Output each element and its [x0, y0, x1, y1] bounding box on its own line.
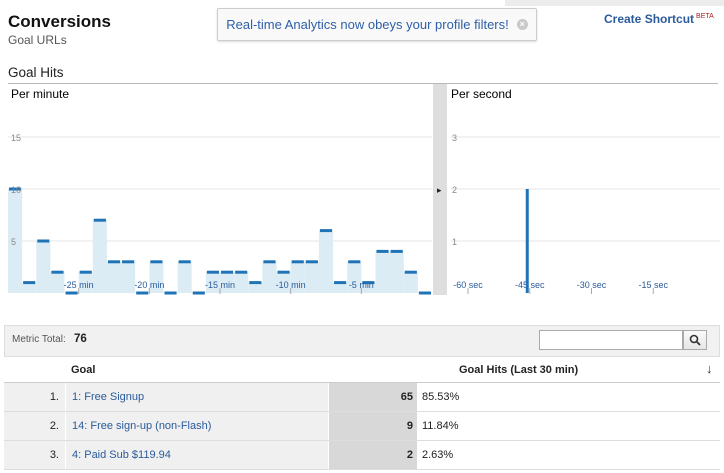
- x-tick-label: -10 min: [276, 280, 306, 290]
- y-tick-label: 10: [11, 185, 21, 195]
- area-segment: [8, 189, 23, 293]
- y-tick-label: 1: [452, 237, 457, 247]
- x-tick-label: -5 min: [349, 280, 374, 290]
- area-segment: [361, 282, 376, 293]
- y-tick-label: 3: [452, 133, 457, 143]
- table-row: 2. 14: Free sign-up (non-Flash) 9 11.84%: [4, 412, 720, 441]
- second-bar: [525, 189, 529, 293]
- goal-hits-percent: 11.84%: [418, 412, 720, 440]
- area-segment: [205, 272, 220, 293]
- area-segment: [276, 272, 291, 293]
- x-tick-label: -60 sec: [453, 280, 483, 290]
- chart-divider[interactable]: [433, 84, 447, 295]
- area-segment: [50, 272, 65, 293]
- goal-hits-column-header[interactable]: Goal Hits (Last 30 min): [459, 364, 579, 376]
- divider-arrow-icon[interactable]: ▸: [437, 185, 442, 195]
- beta-badge: BETA: [696, 13, 714, 20]
- area-segment: [78, 272, 93, 293]
- x-tick-label: -45 sec: [515, 280, 545, 290]
- filter-notice: Real-time Analytics now obeys your profi…: [217, 8, 537, 41]
- goal-link[interactable]: 14: Free sign-up (non-Flash): [66, 412, 328, 440]
- area-segment: [262, 261, 277, 293]
- goal-link[interactable]: 1: Free Signup: [66, 383, 328, 411]
- metric-total-value: 76: [74, 333, 87, 345]
- x-tick-label: -15 min: [205, 280, 235, 290]
- metric-total-label: Metric Total:: [12, 334, 66, 345]
- area-segment: [347, 261, 362, 293]
- area-segment: [318, 230, 334, 293]
- top-gray-strip: [505, 0, 724, 6]
- table-row: 1. 1: Free Signup 65 85.53%: [4, 383, 720, 412]
- area-segment: [248, 282, 263, 293]
- row-index: 3.: [4, 441, 65, 469]
- table-header: Goal Goal Hits (Last 30 min) ↓: [4, 357, 720, 383]
- row-index: 2.: [4, 412, 65, 440]
- x-tick-label: -15 sec: [638, 280, 668, 290]
- x-tick-label: -20 min: [134, 280, 164, 290]
- per-second-label: Per second: [451, 87, 512, 101]
- notice-text: Real-time Analytics now obeys your profi…: [226, 17, 509, 32]
- area-segment: [234, 272, 249, 293]
- goal-hits-percent: 2.63%: [418, 441, 720, 469]
- goal-link[interactable]: 4: Paid Sub $119.94: [66, 441, 328, 469]
- create-shortcut-link[interactable]: Create Shortcut BETA: [604, 12, 714, 26]
- area-segment: [92, 220, 107, 293]
- area-segment: [149, 261, 164, 293]
- goal-hits-charts: Per minute 15 10 5 -25 min -20 min -15 min -1…: [8, 84, 720, 295]
- table-row: 3. 4: Paid Sub $119.94 2 2.63%: [4, 441, 720, 470]
- area-segment: [375, 251, 390, 293]
- area-segment: [177, 261, 192, 293]
- goal-hits-value: 9: [329, 412, 417, 440]
- page-title: Conversions: [8, 12, 111, 31]
- area-segment: [106, 261, 122, 293]
- search-input[interactable]: [539, 330, 683, 350]
- sort-down-arrow-icon[interactable]: ↓: [706, 361, 713, 376]
- section-title: Goal Hits: [8, 65, 64, 80]
- search-button[interactable]: [683, 330, 707, 350]
- row-index: 1.: [4, 383, 65, 411]
- area-segment: [121, 261, 136, 293]
- area-segment: [290, 261, 305, 293]
- per-minute-label: Per minute: [11, 87, 69, 101]
- area-segment: [403, 272, 418, 293]
- search-icon: [689, 334, 701, 346]
- area-segment: [22, 282, 37, 293]
- x-tick-label: -30 sec: [577, 280, 607, 290]
- y-tick-label: 5: [11, 237, 16, 247]
- area-segment: [220, 272, 235, 293]
- close-icon[interactable]: ×: [516, 19, 528, 30]
- goal-hits-value: 2: [329, 441, 417, 469]
- y-tick-label: 15: [11, 133, 21, 143]
- area-segment: [333, 282, 348, 293]
- page-subtitle: Goal URLs: [8, 33, 67, 47]
- area-segment: [389, 251, 404, 293]
- y-tick-label: 2: [452, 185, 457, 195]
- goal-column-header[interactable]: Goal: [71, 364, 96, 376]
- area-segment: [304, 261, 319, 293]
- x-tick-label: -25 min: [64, 280, 94, 290]
- area-segment: [36, 241, 51, 293]
- goal-hits-percent: 85.53%: [418, 383, 720, 411]
- goal-hits-value: 65: [329, 383, 417, 411]
- shortcut-label[interactable]: Create Shortcut: [604, 12, 695, 26]
- section-divider: [8, 83, 718, 84]
